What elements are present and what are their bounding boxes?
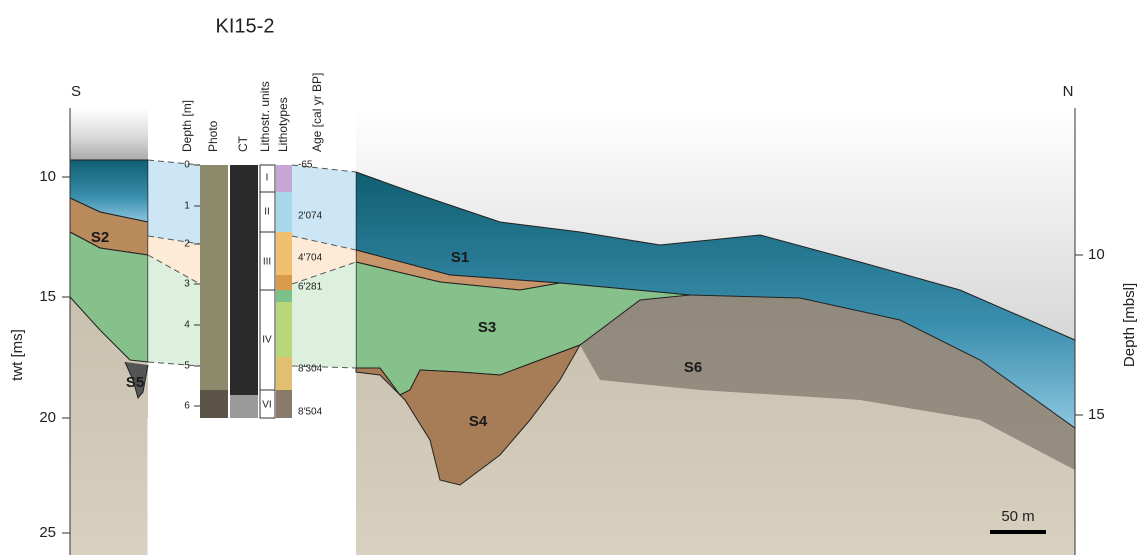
- tick-label: 15: [1088, 406, 1105, 423]
- age-label: 2'074: [298, 211, 323, 222]
- column-header: Photo: [206, 120, 220, 152]
- unit-label: I: [266, 173, 269, 184]
- depth-label: 0: [184, 160, 190, 171]
- column-header: Depth [m]: [180, 100, 194, 152]
- title: KI15-2: [216, 15, 275, 37]
- age-label: 4'704: [298, 253, 323, 264]
- axis-label: Depth [mbsl]: [1121, 283, 1138, 367]
- seismic-unit-label: S1: [451, 249, 469, 266]
- seismic-unit-label: S3: [478, 319, 496, 336]
- seismic-unit-label: S2: [91, 229, 109, 246]
- tick-label: 10: [39, 168, 56, 185]
- seismic-unit-label: S5: [126, 374, 144, 391]
- column-header: CT: [236, 135, 250, 152]
- depth-label: 4: [184, 320, 190, 331]
- scale-bar-label: 50 m: [1001, 508, 1034, 525]
- depth-label: 2: [184, 239, 190, 250]
- age-label: 8'304: [298, 364, 323, 375]
- depth-label: 3: [184, 279, 190, 290]
- depth-label: 5: [184, 361, 190, 372]
- column-header: Age [cal yr BP]: [310, 73, 324, 152]
- tick-label: 20: [39, 409, 56, 426]
- end-label: S: [71, 83, 81, 100]
- axis-label: twt [ms]: [9, 329, 26, 381]
- seismic-right: [356, 108, 1075, 555]
- seismic-unit-label: S4: [469, 413, 488, 430]
- seismic-left: [70, 108, 148, 555]
- unit-label: III: [263, 257, 271, 268]
- unit-label: VI: [262, 400, 271, 411]
- column-header: Lithostr. units: [258, 81, 272, 152]
- column-header: Lithotypes: [276, 97, 290, 152]
- end-label: N: [1063, 83, 1074, 100]
- tick-label: 10: [1088, 246, 1105, 263]
- age-label: -65: [298, 160, 313, 171]
- tick-label: 15: [39, 288, 56, 305]
- unit-label: II: [264, 207, 270, 218]
- figure: KI15-2 S N twt [ms] Depth [mbsl] 10 15 2…: [0, 0, 1142, 555]
- tick-label: 25: [39, 524, 56, 541]
- depth-label: 6: [184, 401, 190, 412]
- age-label: 8'504: [298, 407, 323, 418]
- seismic-unit-label: S6: [684, 359, 702, 376]
- age-label: 6'281: [298, 282, 323, 293]
- unit-label: IV: [262, 335, 272, 346]
- depth-label: 1: [184, 201, 190, 212]
